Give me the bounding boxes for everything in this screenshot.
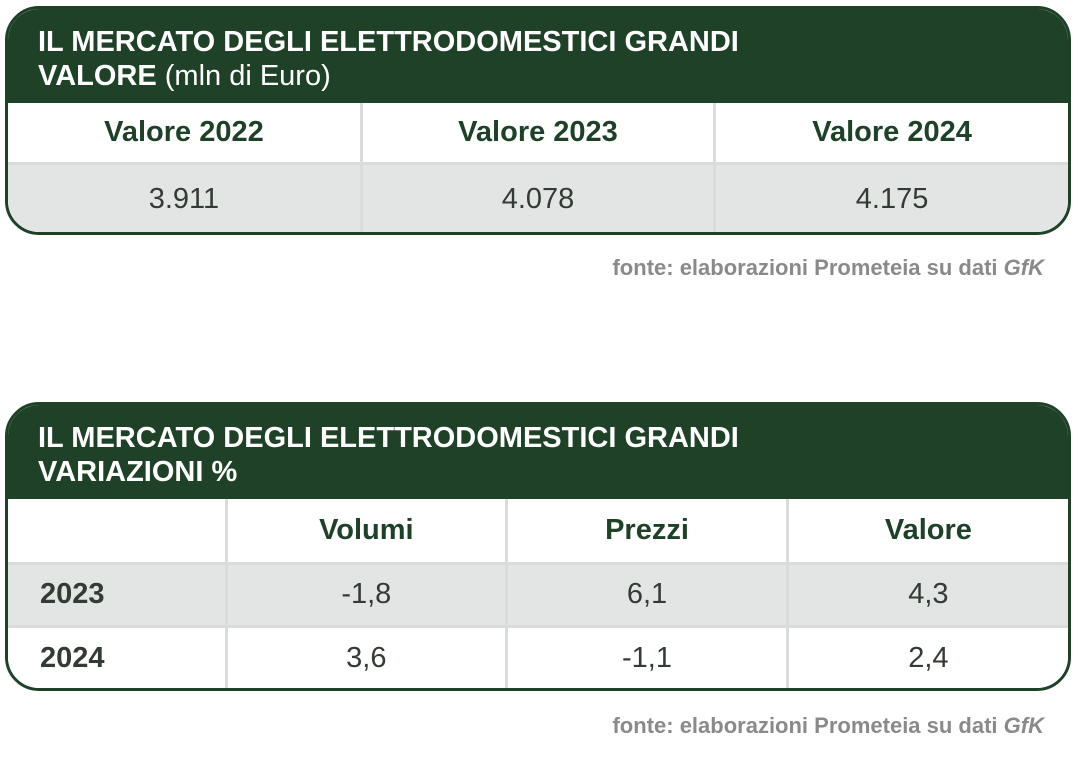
column-header-prezzi: Prezzi: [506, 499, 789, 565]
source-note-2: fonte: elaborazioni Prometeia su dati Gf…: [612, 713, 1044, 739]
cell-valore-2022: 3.911: [8, 163, 363, 232]
table-1-title-metric: VALORE: [38, 60, 157, 92]
market-value-table-panel: IL MERCATO DEGLI ELETTRODOMESTICI GRANDI…: [5, 6, 1071, 235]
table-row: 2023 -1,8 6,1 4,3: [8, 563, 1068, 628]
table-2-title-line1: IL MERCATO DEGLI ELETTRODOMESTICI GRANDI: [38, 422, 739, 454]
table-1-title-unit: (mln di Euro): [164, 60, 331, 92]
cell-2024-prezzi: -1,1: [506, 626, 789, 688]
cell-2023-prezzi: 6,1: [506, 563, 789, 628]
source-text: fonte: elaborazioni Prometeia su dati: [612, 255, 1004, 280]
source-text: fonte: elaborazioni Prometeia su dati: [612, 713, 1004, 738]
column-header-valore-2024: Valore 2024: [714, 103, 1068, 165]
cell-2023-valore: 4,3: [787, 563, 1068, 628]
cell-valore-2024: 4.175: [714, 163, 1068, 232]
column-header-empty: [8, 499, 228, 565]
column-header-valore: Valore: [787, 499, 1068, 565]
column-header-valore-2022: Valore 2022: [8, 103, 363, 165]
cell-valore-2023: 4.078: [361, 163, 717, 232]
market-value-table: Valore 2022 Valore 2023 Valore 2024 3.91…: [8, 103, 1068, 232]
table-row: 2024 3,6 -1,1 2,4: [8, 626, 1068, 688]
market-variation-table: Volumi Prezzi Valore 2023 -1,8 6,1 4,3 2…: [8, 499, 1068, 688]
source-brand: GfK: [1003, 713, 1044, 738]
row-label-2024: 2024: [8, 626, 228, 688]
market-variation-table-panel: IL MERCATO DEGLI ELETTRODOMESTICI GRANDI…: [5, 402, 1071, 691]
table-header-row: Volumi Prezzi Valore: [8, 499, 1068, 565]
table-1-title-line2: VALORE (mln di Euro): [38, 59, 1038, 93]
source-note-1: fonte: elaborazioni Prometeia su dati Gf…: [612, 255, 1044, 281]
table-header-row: Valore 2022 Valore 2023 Valore 2024: [8, 103, 1068, 165]
column-header-volumi: Volumi: [226, 499, 509, 565]
cell-2024-volumi: 3,6: [226, 626, 509, 688]
cell-2024-valore: 2,4: [787, 626, 1068, 688]
column-header-valore-2023: Valore 2023: [361, 103, 717, 165]
table-2-title: IL MERCATO DEGLI ELETTRODOMESTICI GRANDI…: [8, 405, 1068, 499]
table-2-title-line2: VARIAZIONI %: [38, 456, 238, 488]
table-row: 3.911 4.078 4.175: [8, 163, 1068, 232]
cell-2023-volumi: -1,8: [226, 563, 509, 628]
source-brand: GfK: [1003, 255, 1044, 280]
table-1-title: IL MERCATO DEGLI ELETTRODOMESTICI GRANDI…: [8, 9, 1068, 103]
row-label-2023: 2023: [8, 563, 228, 628]
table-1-title-line1: IL MERCATO DEGLI ELETTRODOMESTICI GRANDI: [38, 26, 739, 58]
